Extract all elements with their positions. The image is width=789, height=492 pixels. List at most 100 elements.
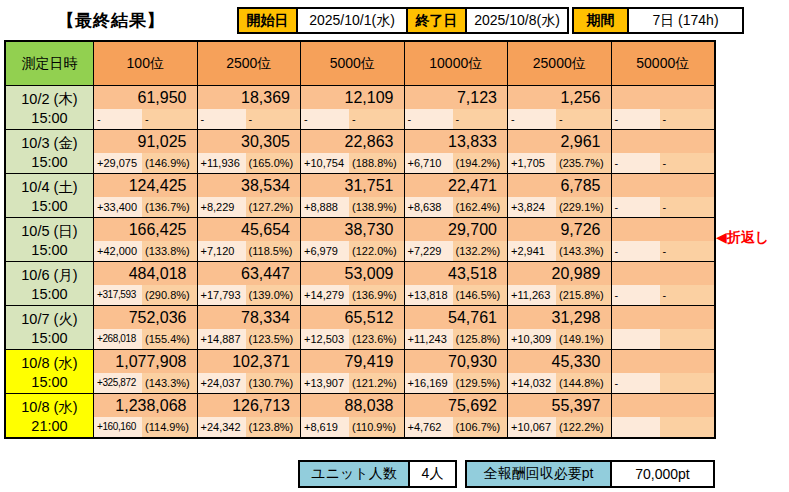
percent-cell[interactable]: (194.2%) — [453, 153, 507, 173]
delta-cell[interactable]: +13,907 — [301, 373, 349, 393]
delta-cell[interactable]: +8,638 — [405, 197, 453, 217]
percent-cell[interactable]: (127.2%) — [246, 197, 300, 217]
value-cell[interactable]: 2,961 — [508, 130, 611, 153]
delta-cell[interactable]: +10,067 — [508, 417, 556, 437]
percent-cell[interactable]: (123.6%) — [349, 329, 403, 349]
value-cell[interactable]: 6,785 — [508, 174, 611, 197]
delta-cell[interactable]: +14,887 — [198, 329, 246, 349]
value-cell[interactable]: 53,009 — [301, 262, 404, 285]
date-cell[interactable]: 10/8 (水)21:00 — [6, 394, 93, 437]
value-cell[interactable]: 124,425 — [94, 174, 197, 197]
percent-cell[interactable]: - — [660, 285, 714, 305]
delta-cell[interactable]: +24,342 — [198, 417, 246, 437]
delta-cell[interactable]: - — [612, 109, 660, 129]
percent-cell[interactable]: - — [349, 109, 403, 129]
percent-cell[interactable]: - — [453, 109, 507, 129]
period-value[interactable]: 7日 (174h) — [627, 7, 744, 34]
value-cell[interactable]: 88,038 — [301, 394, 404, 417]
value-cell[interactable]: 22,863 — [301, 130, 404, 153]
percent-cell[interactable]: (149.1%) — [556, 329, 610, 349]
delta-cell[interactable]: +2,941 — [508, 241, 556, 261]
value-cell[interactable]: 13,833 — [405, 130, 508, 153]
date-cell[interactable]: 10/4 (土)15:00 — [6, 174, 93, 217]
delta-cell[interactable]: +14,279 — [301, 285, 349, 305]
percent-cell[interactable]: - — [660, 197, 714, 217]
date-cell[interactable]: 10/6 (月)15:00 — [6, 262, 93, 305]
unit-members-value[interactable]: 4人 — [408, 460, 457, 488]
percent-cell[interactable]: (139.0%) — [246, 285, 300, 305]
value-cell[interactable]: 45,654 — [198, 218, 301, 241]
percent-cell[interactable]: (129.5%) — [453, 373, 507, 393]
delta-cell[interactable]: +6,979 — [301, 241, 349, 261]
delta-cell[interactable] — [612, 329, 660, 349]
header-rank-6-cell[interactable]: 50000位 — [611, 42, 715, 85]
header-rank-5-cell[interactable]: 25000位 — [507, 42, 611, 85]
percent-cell[interactable]: (110.9%) — [349, 417, 403, 437]
delta-cell[interactable]: +33,400 — [94, 197, 142, 217]
value-cell[interactable]: 126,713 — [198, 394, 301, 417]
delta-cell[interactable]: - — [612, 153, 660, 173]
percent-cell[interactable]: (132.2%) — [453, 241, 507, 261]
delta-cell[interactable]: +160,160 — [94, 417, 142, 437]
header-rank-3-cell[interactable]: 5000位 — [300, 42, 404, 85]
percent-cell[interactable]: (125.8%) — [453, 329, 507, 349]
value-cell[interactable]: 31,298 — [508, 306, 611, 329]
date-cell[interactable]: 10/5 (日)15:00 — [6, 218, 93, 261]
delta-cell[interactable]: +325,872 — [94, 373, 142, 393]
delta-cell[interactable]: - — [612, 285, 660, 305]
unit-members-label[interactable]: ユニット人数 — [298, 460, 410, 488]
percent-cell[interactable]: (122.0%) — [349, 241, 403, 261]
delta-cell[interactable]: - — [405, 109, 453, 129]
delta-cell[interactable]: +14,032 — [508, 373, 556, 393]
delta-cell[interactable]: +16,169 — [405, 373, 453, 393]
date-cell[interactable]: 10/2 (木)15:00 — [6, 86, 93, 129]
percent-cell[interactable]: (121.2%) — [349, 373, 403, 393]
value-cell[interactable]: 91,025 — [94, 130, 197, 153]
delta-cell[interactable]: - — [301, 109, 349, 129]
percent-cell[interactable]: (114.9%) — [142, 417, 196, 437]
value-cell[interactable]: 166,425 — [94, 218, 197, 241]
delta-cell[interactable]: +11,263 — [508, 285, 556, 305]
value-cell[interactable]: 79,419 — [301, 350, 404, 373]
value-cell[interactable]: 1,238,068 — [94, 394, 197, 417]
value-cell[interactable] — [612, 306, 715, 329]
percent-cell[interactable]: (136.7%) — [142, 197, 196, 217]
value-cell[interactable]: 31,751 — [301, 174, 404, 197]
delta-cell[interactable]: +3,824 — [508, 197, 556, 217]
value-cell[interactable]: 7,123 — [405, 86, 508, 109]
start-date-value[interactable]: 2025/10/1(水) — [296, 7, 408, 34]
delta-cell[interactable]: +8,229 — [198, 197, 246, 217]
delta-cell[interactable]: +317,593 — [94, 285, 142, 305]
value-cell[interactable]: 9,726 — [508, 218, 611, 241]
percent-cell[interactable]: (144.8%) — [556, 373, 610, 393]
value-cell[interactable]: 1,077,908 — [94, 350, 197, 373]
percent-cell[interactable] — [660, 373, 714, 393]
value-cell[interactable]: 102,371 — [198, 350, 301, 373]
value-cell[interactable]: 38,730 — [301, 218, 404, 241]
percent-cell[interactable]: - — [246, 109, 300, 129]
delta-cell[interactable]: +11,936 — [198, 153, 246, 173]
delta-cell[interactable]: +1,705 — [508, 153, 556, 173]
delta-cell[interactable]: +4,762 — [405, 417, 453, 437]
percent-cell[interactable]: (146.5%) — [453, 285, 507, 305]
required-pt-label[interactable]: 全報酬回収必要pt — [465, 460, 612, 488]
percent-cell[interactable]: (123.5%) — [246, 329, 300, 349]
value-cell[interactable]: 18,369 — [198, 86, 301, 109]
percent-cell[interactable]: (138.9%) — [349, 197, 403, 217]
percent-cell[interactable]: (122.2%) — [556, 417, 610, 437]
percent-cell[interactable]: (118.5%) — [246, 241, 300, 261]
percent-cell[interactable]: (146.9%) — [142, 153, 196, 173]
percent-cell[interactable]: (130.7%) — [246, 373, 300, 393]
value-cell[interactable]: 43,518 — [405, 262, 508, 285]
percent-cell[interactable]: (290.8%) — [142, 285, 196, 305]
percent-cell[interactable] — [660, 417, 714, 437]
delta-cell[interactable]: +268,018 — [94, 329, 142, 349]
value-cell[interactable]: 61,950 — [94, 86, 197, 109]
value-cell[interactable]: 63,447 — [198, 262, 301, 285]
value-cell[interactable] — [612, 394, 715, 417]
delta-cell[interactable]: - — [94, 109, 142, 129]
delta-cell[interactable]: - — [198, 109, 246, 129]
end-date-value[interactable]: 2025/10/8(水) — [465, 7, 569, 34]
delta-cell[interactable]: +8,619 — [301, 417, 349, 437]
value-cell[interactable]: 75,692 — [405, 394, 508, 417]
